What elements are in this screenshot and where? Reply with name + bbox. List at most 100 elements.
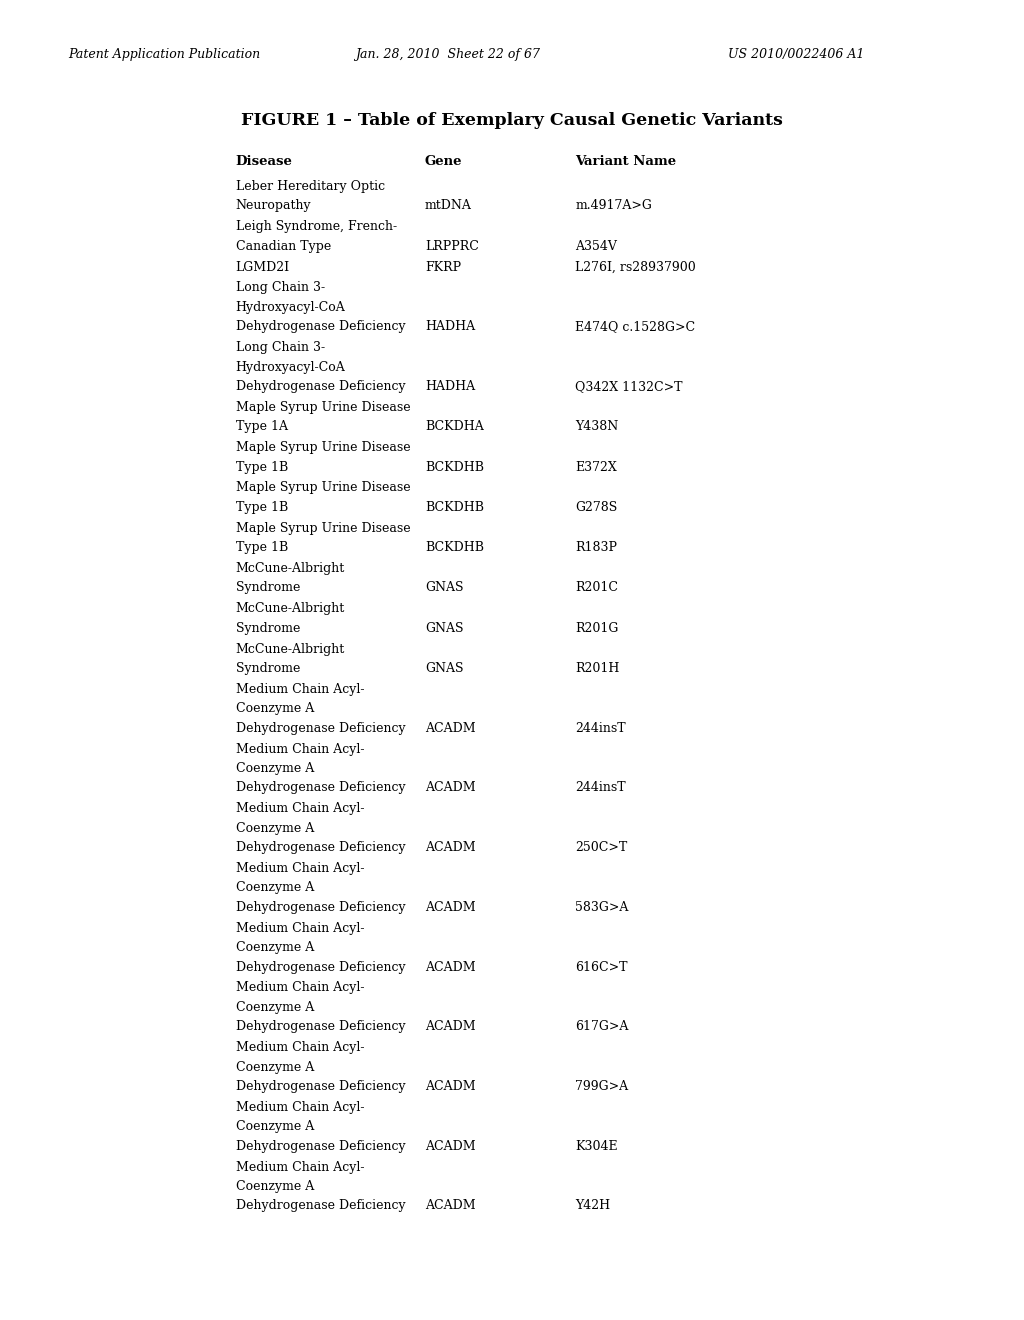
Text: Coenzyme A: Coenzyme A [236,821,313,834]
Text: Dehydrogenase Deficiency: Dehydrogenase Deficiency [236,841,406,854]
Text: ACADM: ACADM [425,841,475,854]
Text: Coenzyme A: Coenzyme A [236,1121,313,1134]
Text: McCune-Albright: McCune-Albright [236,562,345,576]
Text: Medium Chain Acyl-: Medium Chain Acyl- [236,1160,364,1173]
Text: ACADM: ACADM [425,722,475,735]
Text: R201C: R201C [575,581,618,594]
Text: BCKDHB: BCKDHB [425,461,484,474]
Text: ACADM: ACADM [425,1020,475,1034]
Text: Medium Chain Acyl-: Medium Chain Acyl- [236,1041,364,1055]
Text: Dehydrogenase Deficiency: Dehydrogenase Deficiency [236,1139,406,1152]
Text: McCune-Albright: McCune-Albright [236,643,345,656]
Text: Long Chain 3-: Long Chain 3- [236,341,325,354]
Text: Type 1B: Type 1B [236,500,288,513]
Text: A354V: A354V [575,240,617,252]
Text: Dehydrogenase Deficiency: Dehydrogenase Deficiency [236,961,406,974]
Text: FIGURE 1 – Table of Exemplary Causal Genetic Variants: FIGURE 1 – Table of Exemplary Causal Gen… [241,112,783,129]
Text: Maple Syrup Urine Disease: Maple Syrup Urine Disease [236,521,411,535]
Text: HADHA: HADHA [425,321,475,333]
Text: LGMD2I: LGMD2I [236,260,290,273]
Text: HADHA: HADHA [425,380,475,393]
Text: Dehydrogenase Deficiency: Dehydrogenase Deficiency [236,1200,406,1213]
Text: Canadian Type: Canadian Type [236,240,331,252]
Text: ACADM: ACADM [425,781,475,795]
Text: Jan. 28, 2010  Sheet 22 of 67: Jan. 28, 2010 Sheet 22 of 67 [355,48,540,61]
Text: Long Chain 3-: Long Chain 3- [236,281,325,294]
Text: Y438N: Y438N [575,420,618,433]
Text: K304E: K304E [575,1139,618,1152]
Text: Dehydrogenase Deficiency: Dehydrogenase Deficiency [236,380,406,393]
Text: Dehydrogenase Deficiency: Dehydrogenase Deficiency [236,781,406,795]
Text: Hydroxyacyl-CoA: Hydroxyacyl-CoA [236,360,345,374]
Text: LRPPRC: LRPPRC [425,240,479,252]
Text: Maple Syrup Urine Disease: Maple Syrup Urine Disease [236,482,411,495]
Text: Type 1A: Type 1A [236,420,288,433]
Text: Coenzyme A: Coenzyme A [236,702,313,715]
Text: Q342X 1132C>T: Q342X 1132C>T [575,380,683,393]
Text: GNAS: GNAS [425,581,464,594]
Text: Medium Chain Acyl-: Medium Chain Acyl- [236,803,364,816]
Text: Medium Chain Acyl-: Medium Chain Acyl- [236,921,364,935]
Text: mtDNA: mtDNA [425,199,472,213]
Text: Coenzyme A: Coenzyme A [236,1060,313,1073]
Text: GNAS: GNAS [425,622,464,635]
Text: ACADM: ACADM [425,1139,475,1152]
Text: G278S: G278S [575,500,617,513]
Text: Coenzyme A: Coenzyme A [236,762,313,775]
Text: Gene: Gene [425,154,463,168]
Text: Medium Chain Acyl-: Medium Chain Acyl- [236,981,364,994]
Text: 799G>A: 799G>A [575,1080,629,1093]
Text: 244insT: 244insT [575,722,626,735]
Text: Maple Syrup Urine Disease: Maple Syrup Urine Disease [236,441,411,454]
Text: Coenzyme A: Coenzyme A [236,1180,313,1193]
Text: BCKDHB: BCKDHB [425,541,484,554]
Text: m.4917A>G: m.4917A>G [575,199,652,213]
Text: 250C>T: 250C>T [575,841,628,854]
Text: E474Q c.1528G>C: E474Q c.1528G>C [575,321,695,333]
Text: Patent Application Publication: Patent Application Publication [68,48,260,61]
Text: Medium Chain Acyl-: Medium Chain Acyl- [236,682,364,696]
Text: Variant Name: Variant Name [575,154,677,168]
Text: BCKDHB: BCKDHB [425,500,484,513]
Text: ACADM: ACADM [425,900,475,913]
Text: ACADM: ACADM [425,1200,475,1213]
Text: Coenzyme A: Coenzyme A [236,941,313,954]
Text: US 2010/0022406 A1: US 2010/0022406 A1 [728,48,864,61]
Text: Hydroxyacyl-CoA: Hydroxyacyl-CoA [236,301,345,314]
Text: Disease: Disease [236,154,293,168]
Text: Dehydrogenase Deficiency: Dehydrogenase Deficiency [236,722,406,735]
Text: L276I, rs28937900: L276I, rs28937900 [575,260,696,273]
Text: Neuropathy: Neuropathy [236,199,311,213]
Text: Leigh Syndrome, French-: Leigh Syndrome, French- [236,220,396,234]
Text: Dehydrogenase Deficiency: Dehydrogenase Deficiency [236,900,406,913]
Text: Dehydrogenase Deficiency: Dehydrogenase Deficiency [236,1080,406,1093]
Text: BCKDHA: BCKDHA [425,420,483,433]
Text: R183P: R183P [575,541,617,554]
Text: R201H: R201H [575,661,620,675]
Text: 583G>A: 583G>A [575,900,629,913]
Text: ACADM: ACADM [425,961,475,974]
Text: 244insT: 244insT [575,781,626,795]
Text: Medium Chain Acyl-: Medium Chain Acyl- [236,862,364,875]
Text: Maple Syrup Urine Disease: Maple Syrup Urine Disease [236,401,411,414]
Text: E372X: E372X [575,461,617,474]
Text: Type 1B: Type 1B [236,541,288,554]
Text: R201G: R201G [575,622,618,635]
Text: Syndrome: Syndrome [236,622,300,635]
Text: Leber Hereditary Optic: Leber Hereditary Optic [236,180,385,193]
Text: Y42H: Y42H [575,1200,610,1213]
Text: 616C>T: 616C>T [575,961,628,974]
Text: Type 1B: Type 1B [236,461,288,474]
Text: McCune-Albright: McCune-Albright [236,602,345,615]
Text: Medium Chain Acyl-: Medium Chain Acyl- [236,1101,364,1114]
Text: Coenzyme A: Coenzyme A [236,1001,313,1014]
Text: GNAS: GNAS [425,661,464,675]
Text: Dehydrogenase Deficiency: Dehydrogenase Deficiency [236,321,406,333]
Text: FKRP: FKRP [425,260,461,273]
Text: Syndrome: Syndrome [236,581,300,594]
Text: Medium Chain Acyl-: Medium Chain Acyl- [236,743,364,755]
Text: ACADM: ACADM [425,1080,475,1093]
Text: Syndrome: Syndrome [236,661,300,675]
Text: Dehydrogenase Deficiency: Dehydrogenase Deficiency [236,1020,406,1034]
Text: Coenzyme A: Coenzyme A [236,882,313,895]
